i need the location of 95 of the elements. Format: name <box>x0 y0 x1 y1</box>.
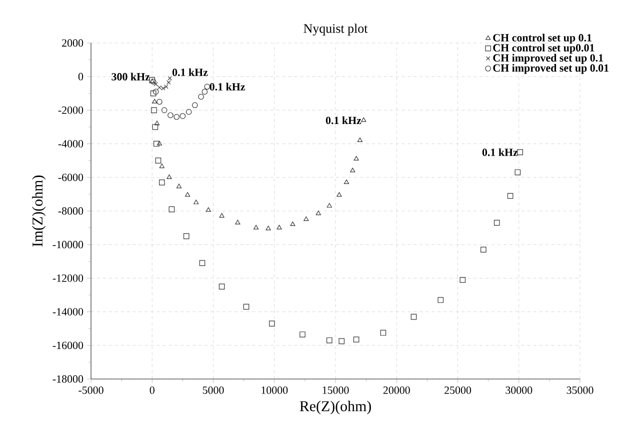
point <box>198 94 204 100</box>
point <box>480 246 486 253</box>
legend-label: CH control set up0.01 <box>493 44 594 54</box>
x-tick-label: 15000 <box>322 386 349 394</box>
x-tick-label: 25000 <box>444 386 472 394</box>
point <box>219 213 224 218</box>
point <box>152 124 158 130</box>
point <box>192 102 198 108</box>
point <box>380 330 386 336</box>
x-axis-title: Re(Z)(ohm) <box>300 400 371 414</box>
x-tick-label: 20000 <box>383 386 410 394</box>
point <box>194 200 199 204</box>
y-tick-label: -8000 <box>58 207 84 215</box>
point <box>235 220 240 224</box>
y-tick-label: -12000 <box>52 274 84 282</box>
y-tick-label: -10000 <box>52 240 84 248</box>
point <box>353 336 360 342</box>
y-tick-label: 2000 <box>62 39 84 47</box>
point <box>336 192 342 197</box>
y-tick-label: -18000 <box>52 375 84 383</box>
point <box>180 113 186 119</box>
point <box>156 98 162 105</box>
point <box>276 224 282 230</box>
point <box>151 107 157 114</box>
point <box>460 276 466 283</box>
legend-label: CH improved set up 0.1 <box>493 54 603 64</box>
point <box>154 82 158 86</box>
point <box>507 192 514 199</box>
point <box>152 98 158 104</box>
legend-label: CH control set up 0.1 <box>493 34 592 44</box>
y-tick-label: -6000 <box>58 174 84 182</box>
annotation: 0.1 kHz <box>482 148 518 156</box>
point <box>253 224 259 230</box>
point <box>174 114 180 120</box>
point <box>243 304 250 310</box>
point <box>202 88 208 95</box>
x-tick-label: 30000 <box>506 386 532 394</box>
point <box>326 337 332 344</box>
point <box>152 88 159 95</box>
point <box>176 184 182 188</box>
point <box>154 120 160 126</box>
point <box>166 80 171 85</box>
y-tick-label: 0 <box>78 72 84 80</box>
chart-title: Nyquist plot <box>304 24 368 36</box>
point <box>154 140 160 147</box>
point <box>164 84 168 89</box>
point <box>159 180 165 186</box>
point <box>410 314 417 320</box>
point <box>156 140 162 146</box>
y-tick-label: -14000 <box>52 308 84 316</box>
point <box>304 216 309 221</box>
annotation: 0.1 kHz <box>210 82 246 91</box>
point <box>160 86 166 90</box>
point <box>166 174 172 179</box>
y-tick-label: -2000 <box>58 106 84 114</box>
annotation: 0.1 kHz <box>172 68 208 76</box>
point <box>326 203 332 208</box>
point <box>183 233 190 240</box>
x-tick-label: 10000 <box>262 386 288 394</box>
y-tick-label: -4000 <box>58 140 84 148</box>
x-tick-label: 5000 <box>202 386 224 394</box>
point <box>438 297 444 303</box>
point <box>350 168 356 172</box>
point <box>290 222 296 226</box>
x-tick-label: 0 <box>150 386 154 394</box>
point <box>494 220 500 226</box>
x-tick-label: 35000 <box>566 386 594 394</box>
point <box>338 338 345 344</box>
point <box>316 210 321 216</box>
point <box>514 169 521 176</box>
point <box>344 180 350 184</box>
point <box>159 164 164 168</box>
point <box>150 90 156 96</box>
point <box>206 207 211 212</box>
point <box>357 138 363 142</box>
point <box>218 284 225 290</box>
point <box>155 158 162 164</box>
point <box>269 320 275 326</box>
x-tick-label: -5000 <box>78 386 104 394</box>
point <box>185 192 190 197</box>
point <box>186 108 192 115</box>
legend-label: CH improved set up 0.01 <box>493 64 608 74</box>
y-tick-label: -16000 <box>52 342 84 350</box>
y-axis-title: Im(Z)(ohm) <box>32 176 46 247</box>
point <box>168 206 175 212</box>
point <box>168 76 172 80</box>
point <box>354 156 359 161</box>
annotation: 0.1 kHz <box>326 116 362 124</box>
point <box>300 332 306 338</box>
point <box>361 117 366 122</box>
point <box>199 260 206 266</box>
annotation: 300 kHz <box>112 72 150 80</box>
point <box>266 226 271 230</box>
point <box>168 112 174 118</box>
point <box>161 107 168 114</box>
